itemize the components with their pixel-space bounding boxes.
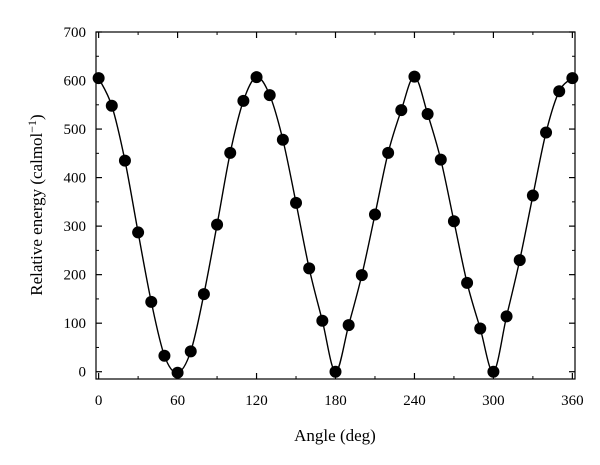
data-point — [145, 295, 158, 308]
data-point — [329, 365, 342, 378]
data-point — [303, 262, 316, 275]
data-point — [158, 349, 171, 362]
data-point — [237, 94, 250, 107]
y-axis-title-superscript: −1 — [25, 120, 39, 133]
data-point — [132, 226, 145, 239]
data-point — [92, 72, 105, 85]
data-point — [316, 314, 329, 327]
data-point — [368, 208, 381, 221]
data-point — [447, 215, 460, 228]
axis-tick-labels: 0 60 120 180 240 300 360 0 100 200 300 400 500 600 700 — [64, 25, 584, 409]
y-tick-label: 600 — [64, 74, 87, 90]
x-tick-label: 240 — [403, 393, 426, 409]
y-axis-title-main: Relative energy (calmol — [27, 132, 46, 295]
x-tick-label: 180 — [324, 393, 347, 409]
y-tick-label: 400 — [64, 171, 87, 187]
data-point — [211, 218, 224, 231]
data-point — [342, 319, 355, 332]
y-tick-label: 0 — [79, 365, 87, 381]
data-point — [355, 269, 368, 282]
plot-area — [92, 70, 579, 379]
data-point — [421, 108, 434, 121]
data-point — [395, 104, 408, 117]
x-tick-label: 0 — [95, 393, 103, 409]
data-point — [224, 146, 237, 159]
data-point — [553, 85, 566, 98]
data-point — [513, 254, 526, 267]
x-tick-label: 300 — [482, 393, 505, 409]
data-point — [290, 196, 303, 209]
data-point — [566, 72, 579, 85]
data-point — [540, 126, 553, 139]
data-point — [171, 366, 184, 379]
data-point — [197, 288, 210, 301]
data-point — [382, 146, 395, 159]
y-axis-title-close: ) — [27, 114, 46, 120]
data-point — [250, 71, 263, 84]
y-tick-label: 300 — [64, 219, 87, 235]
y-tick-label: 100 — [64, 316, 87, 332]
series-curve — [97, 75, 573, 374]
data-point — [474, 322, 487, 335]
data-point — [408, 70, 421, 83]
data-point — [263, 89, 276, 102]
data-point — [434, 153, 447, 166]
x-tick-label: 60 — [170, 393, 185, 409]
y-tick-label: 700 — [64, 25, 87, 41]
x-tick-label: 120 — [245, 393, 268, 409]
data-point — [105, 99, 118, 112]
data-point — [118, 154, 131, 167]
y-tick-label: 200 — [64, 268, 87, 284]
y-tick-label: 500 — [64, 122, 87, 138]
data-point — [500, 310, 513, 323]
data-point — [184, 345, 197, 358]
x-tick-label: 360 — [561, 393, 584, 409]
x-axis-title: Angle (deg) — [294, 426, 376, 445]
data-point — [487, 365, 500, 378]
data-point — [526, 189, 539, 202]
y-axis-title: Relative energy (calmol−1) — [25, 114, 46, 295]
data-point — [276, 133, 289, 146]
axis-ticks — [96, 31, 575, 379]
plot-frame — [95, 31, 576, 380]
data-point — [461, 276, 474, 289]
